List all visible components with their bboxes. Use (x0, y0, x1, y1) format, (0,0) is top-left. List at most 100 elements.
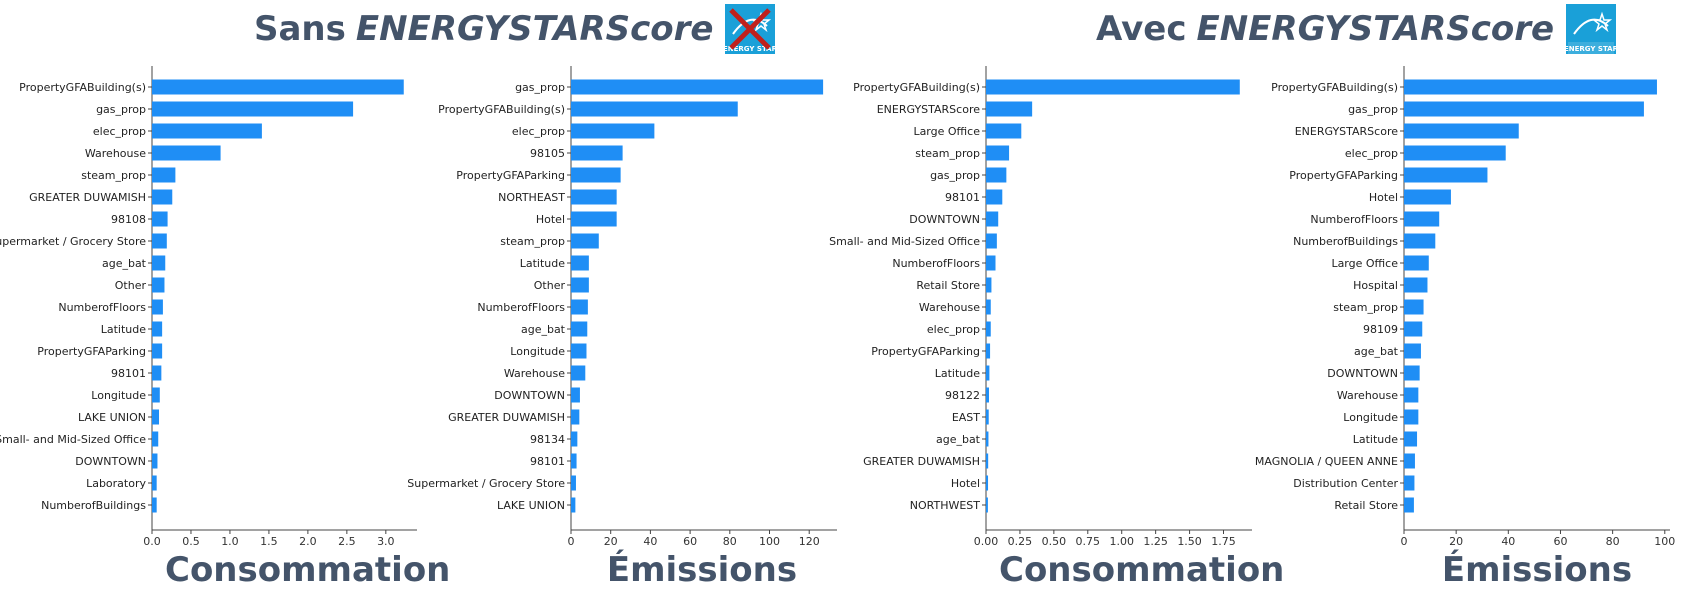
category-label: age_bat (1354, 345, 1399, 358)
category-label: 98101 (945, 191, 980, 204)
category-label: elec_prop (93, 125, 146, 138)
category-label: NumberofFloors (477, 301, 565, 314)
bar-5 (571, 167, 621, 183)
category-label: PropertyGFABuilding(s) (853, 81, 980, 94)
x-tick-label: 0 (1401, 535, 1408, 548)
bar-6 (1404, 189, 1451, 205)
bar-8 (152, 233, 167, 249)
category-label: Retail Store (916, 279, 980, 292)
category-label: NumberofFloors (892, 257, 980, 270)
x-tick-label: 1.75 (1211, 535, 1236, 548)
x-tick-label: 60 (1553, 535, 1567, 548)
bar-16 (571, 409, 580, 425)
energy-star-icon: ENERGY STAR (1564, 4, 1619, 54)
category-label: gas_prop (515, 81, 565, 94)
bar-19 (986, 475, 989, 491)
category-label: Longitude (91, 389, 146, 402)
footer-consumption-without: Consommation (165, 550, 451, 590)
bar-16 (152, 409, 160, 425)
x-tick-label: 100 (1654, 535, 1675, 548)
bar-11 (986, 299, 991, 315)
category-label: DOWNTOWN (1327, 367, 1398, 380)
category-label: Other (115, 279, 147, 292)
bar-8 (986, 233, 997, 249)
category-label: EAST (952, 411, 980, 424)
bar-18 (571, 453, 577, 469)
bar-12 (1404, 321, 1423, 337)
x-tick-label: 0.75 (1076, 535, 1101, 548)
bar-20 (571, 497, 576, 513)
bar-12 (571, 321, 588, 337)
category-label: elec_prop (1345, 147, 1398, 160)
category-label: Small- and Mid-Sized Office (0, 433, 146, 446)
category-label: Retail Store (1334, 499, 1398, 512)
x-tick-label: 20 (1449, 535, 1463, 548)
bar-5 (152, 167, 176, 183)
bar-14 (152, 365, 162, 381)
category-label: age_bat (102, 257, 147, 270)
heading-emphasis: ENERGYSTARScore (355, 9, 714, 49)
heading-emphasis: ENERGYSTARScore (1196, 9, 1555, 49)
x-tick-label: 0.50 (1042, 535, 1067, 548)
category-label: PropertyGFAParking (456, 169, 565, 182)
category-label: Large Office (913, 125, 980, 138)
bar-1 (571, 79, 824, 95)
bar-15 (986, 387, 989, 403)
heading-without-energystar: Sans ENERGYSTARScore ENERGY STAR (254, 2, 778, 56)
x-tick-label: 3.0 (377, 535, 395, 548)
bar-19 (1404, 475, 1415, 491)
x-tick-label: 2.0 (299, 535, 317, 548)
category-label: Warehouse (504, 367, 565, 380)
bar-9 (1404, 255, 1429, 271)
category-label: Hospital (1353, 279, 1398, 292)
category-label: DOWNTOWN (75, 455, 146, 468)
bar-20 (152, 497, 157, 513)
category-label: PropertyGFAParking (871, 345, 980, 358)
bar-18 (1404, 453, 1415, 469)
category-label: age_bat (936, 433, 981, 446)
category-label: PropertyGFABuilding(s) (19, 81, 146, 94)
bar-11 (1404, 299, 1424, 315)
bar-15 (1404, 387, 1419, 403)
bar-17 (152, 431, 159, 447)
bar-10 (152, 277, 165, 293)
bar-15 (152, 387, 160, 403)
category-label: elec_prop (512, 125, 565, 138)
heading-prefix: Avec (1096, 9, 1187, 49)
x-tick-label: 40 (1501, 535, 1515, 548)
x-tick-label: 1.0 (221, 535, 239, 548)
category-label: age_bat (521, 323, 566, 336)
category-label: LAKE UNION (497, 499, 565, 512)
x-tick-label: 0 (568, 535, 575, 548)
bar-3 (571, 123, 655, 139)
bar-18 (152, 453, 158, 469)
bar-13 (986, 343, 991, 359)
bar-14 (986, 365, 990, 381)
bar-13 (571, 343, 587, 359)
bar-13 (152, 343, 163, 359)
bar-17 (986, 431, 989, 447)
bar-17 (1404, 431, 1418, 447)
category-label: ENERGYSTARScore (877, 103, 981, 116)
bar-2 (1404, 101, 1644, 117)
category-label: steam_prop (81, 169, 146, 182)
category-label: steam_prop (500, 235, 565, 248)
category-label: GREATER DUWAMISH (448, 411, 565, 424)
category-label: PropertyGFAParking (1289, 169, 1398, 182)
bar-10 (1404, 277, 1428, 293)
category-label: NORTHWEST (910, 499, 981, 512)
svg-text:ENERGY STAR: ENERGY STAR (725, 45, 775, 53)
category-label: Hotel (951, 477, 980, 490)
category-label: 98134 (530, 433, 565, 446)
bar-1 (1404, 79, 1657, 95)
bar-1 (986, 79, 1240, 95)
category-label: 98109 (1363, 323, 1398, 336)
bar-3 (152, 123, 262, 139)
category-label: GREATER DUWAMISH (863, 455, 980, 468)
bar-9 (152, 255, 166, 271)
category-label: Latitude (520, 257, 566, 270)
x-tick-label: 1.5 (260, 535, 278, 548)
bar-7 (571, 211, 617, 227)
bar-6 (571, 189, 617, 205)
category-label: LAKE UNION (78, 411, 146, 424)
